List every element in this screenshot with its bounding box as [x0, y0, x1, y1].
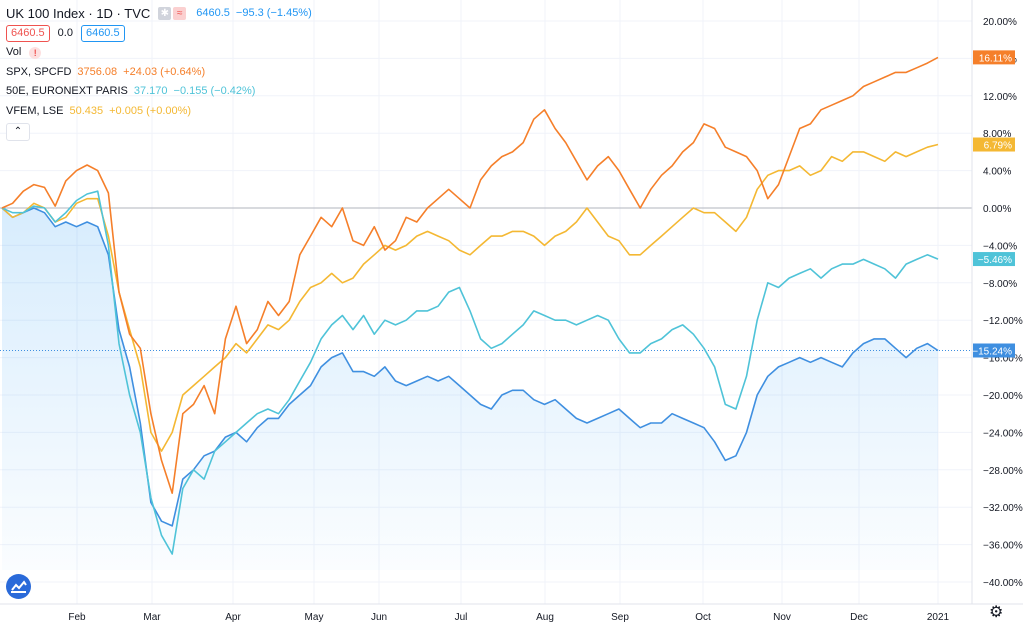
- last-value-label: 6.79%: [973, 137, 1015, 152]
- volume-row: Vol !: [6, 43, 312, 63]
- y-tick-label: −36.00%: [983, 541, 1023, 552]
- x-tick-label: Feb: [68, 612, 86, 623]
- x-tick-label: Jul: [455, 612, 468, 623]
- bid-box[interactable]: 6460.5: [6, 24, 50, 42]
- x-tick-label: May: [305, 612, 324, 623]
- legend-series-0[interactable]: SPX, SPCFD 3756.08 +24.03 (+0.64%): [6, 63, 312, 83]
- chevron-up-icon[interactable]: ⌃: [6, 123, 30, 141]
- last-value-bg: [973, 343, 1015, 358]
- y-tick-label: −24.00%: [983, 428, 1023, 439]
- x-tick-label: Dec: [850, 612, 868, 623]
- series-line: [1, 207, 939, 527]
- spread-value: 0.0: [57, 26, 73, 39]
- bid-ask-row: 6460.5 0.0 6460.5: [6, 24, 312, 44]
- last-value-bg: [973, 50, 1015, 65]
- y-tick-label: 0.00%: [983, 204, 1011, 215]
- last-value-bg: [973, 137, 1015, 152]
- series-line: [1, 190, 939, 555]
- y-tick-label: 20.00%: [983, 17, 1017, 28]
- collapse-row: ⌃: [6, 121, 312, 141]
- last-value-text: −15.24%: [972, 346, 1012, 357]
- last-value-label: −15.24%: [972, 343, 1015, 358]
- approx-icon[interactable]: ≈: [173, 7, 187, 21]
- x-tick-label: 2021: [927, 612, 950, 623]
- x-tick-label: Oct: [695, 612, 711, 623]
- last-value-label: 16.11%: [973, 50, 1015, 65]
- y-tick-label: 8.00%: [983, 129, 1011, 140]
- y-tick-label: −16.00%: [983, 354, 1023, 365]
- x-tick-label: Aug: [536, 612, 554, 623]
- x-tick-label: Jun: [371, 612, 387, 623]
- series-line: [1, 56, 939, 494]
- series-name: VFEM, LSE: [6, 104, 64, 117]
- last-value-label: −5.46%: [973, 252, 1015, 267]
- chart-legend: UK 100 Index · 1D · TVC ✱ ≈ 6460.5 −95.3…: [6, 4, 312, 141]
- x-tick-label: Sep: [611, 612, 629, 623]
- y-tick-label: −40.00%: [983, 578, 1023, 589]
- gear-icon[interactable]: ⚙: [989, 604, 1004, 621]
- series-change: −0.155 (−0.42%): [173, 85, 256, 97]
- series-icons: ✱ ≈: [158, 7, 188, 21]
- legend-series-2[interactable]: VFEM, LSE 50.435 +0.005 (+0.00%): [6, 102, 312, 122]
- y-tick-label: −8.00%: [983, 279, 1017, 290]
- series-value: 37.170: [133, 85, 168, 97]
- x-tick-label: Nov: [773, 612, 791, 623]
- last-value-text: −5.46%: [978, 255, 1012, 266]
- series-value: 3756.08: [77, 65, 118, 78]
- chart-title[interactable]: UK 100 Index · 1D · TVC: [6, 6, 151, 21]
- warning-icon[interactable]: !: [29, 46, 42, 59]
- asterisk-icon[interactable]: ✱: [158, 7, 172, 21]
- x-tick-label: Mar: [143, 612, 161, 623]
- last-value-bg: [973, 252, 1015, 267]
- y-tick-label: 4.00%: [983, 167, 1011, 178]
- main-change: −95.3 (−1.45%): [235, 7, 312, 19]
- tradingview-logo-icon[interactable]: [6, 574, 31, 599]
- y-tick-label: −12.00%: [983, 316, 1023, 327]
- series-change: +0.005 (+0.00%): [109, 104, 192, 117]
- vol-label[interactable]: Vol: [6, 46, 22, 58]
- series-name: 50E, EURONEXT PARIS: [6, 85, 128, 97]
- series-name: SPX, SPCFD: [6, 65, 72, 78]
- x-tick-label: Apr: [225, 612, 241, 623]
- y-tick-label: −4.00%: [983, 241, 1017, 252]
- last-value-text: 16.11%: [979, 53, 1012, 64]
- last-value-text: 6.79%: [984, 141, 1012, 152]
- main-price: 6460.5: [196, 7, 230, 19]
- y-tick-label: −20.00%: [983, 391, 1023, 402]
- y-tick-label: −32.00%: [983, 503, 1023, 514]
- y-tick-label: −28.00%: [983, 466, 1023, 477]
- series-change: +24.03 (+0.64%): [123, 65, 206, 78]
- main-series-area: [2, 208, 938, 570]
- series-value: 50.435: [69, 104, 104, 117]
- legend-series-1[interactable]: 50E, EURONEXT PARIS 37.170 −0.155 (−0.42…: [6, 82, 312, 102]
- main-series-row: UK 100 Index · 1D · TVC ✱ ≈ 6460.5 −95.3…: [6, 4, 312, 24]
- ask-box[interactable]: 6460.5: [80, 24, 125, 42]
- y-tick-label: 12.00%: [983, 92, 1017, 103]
